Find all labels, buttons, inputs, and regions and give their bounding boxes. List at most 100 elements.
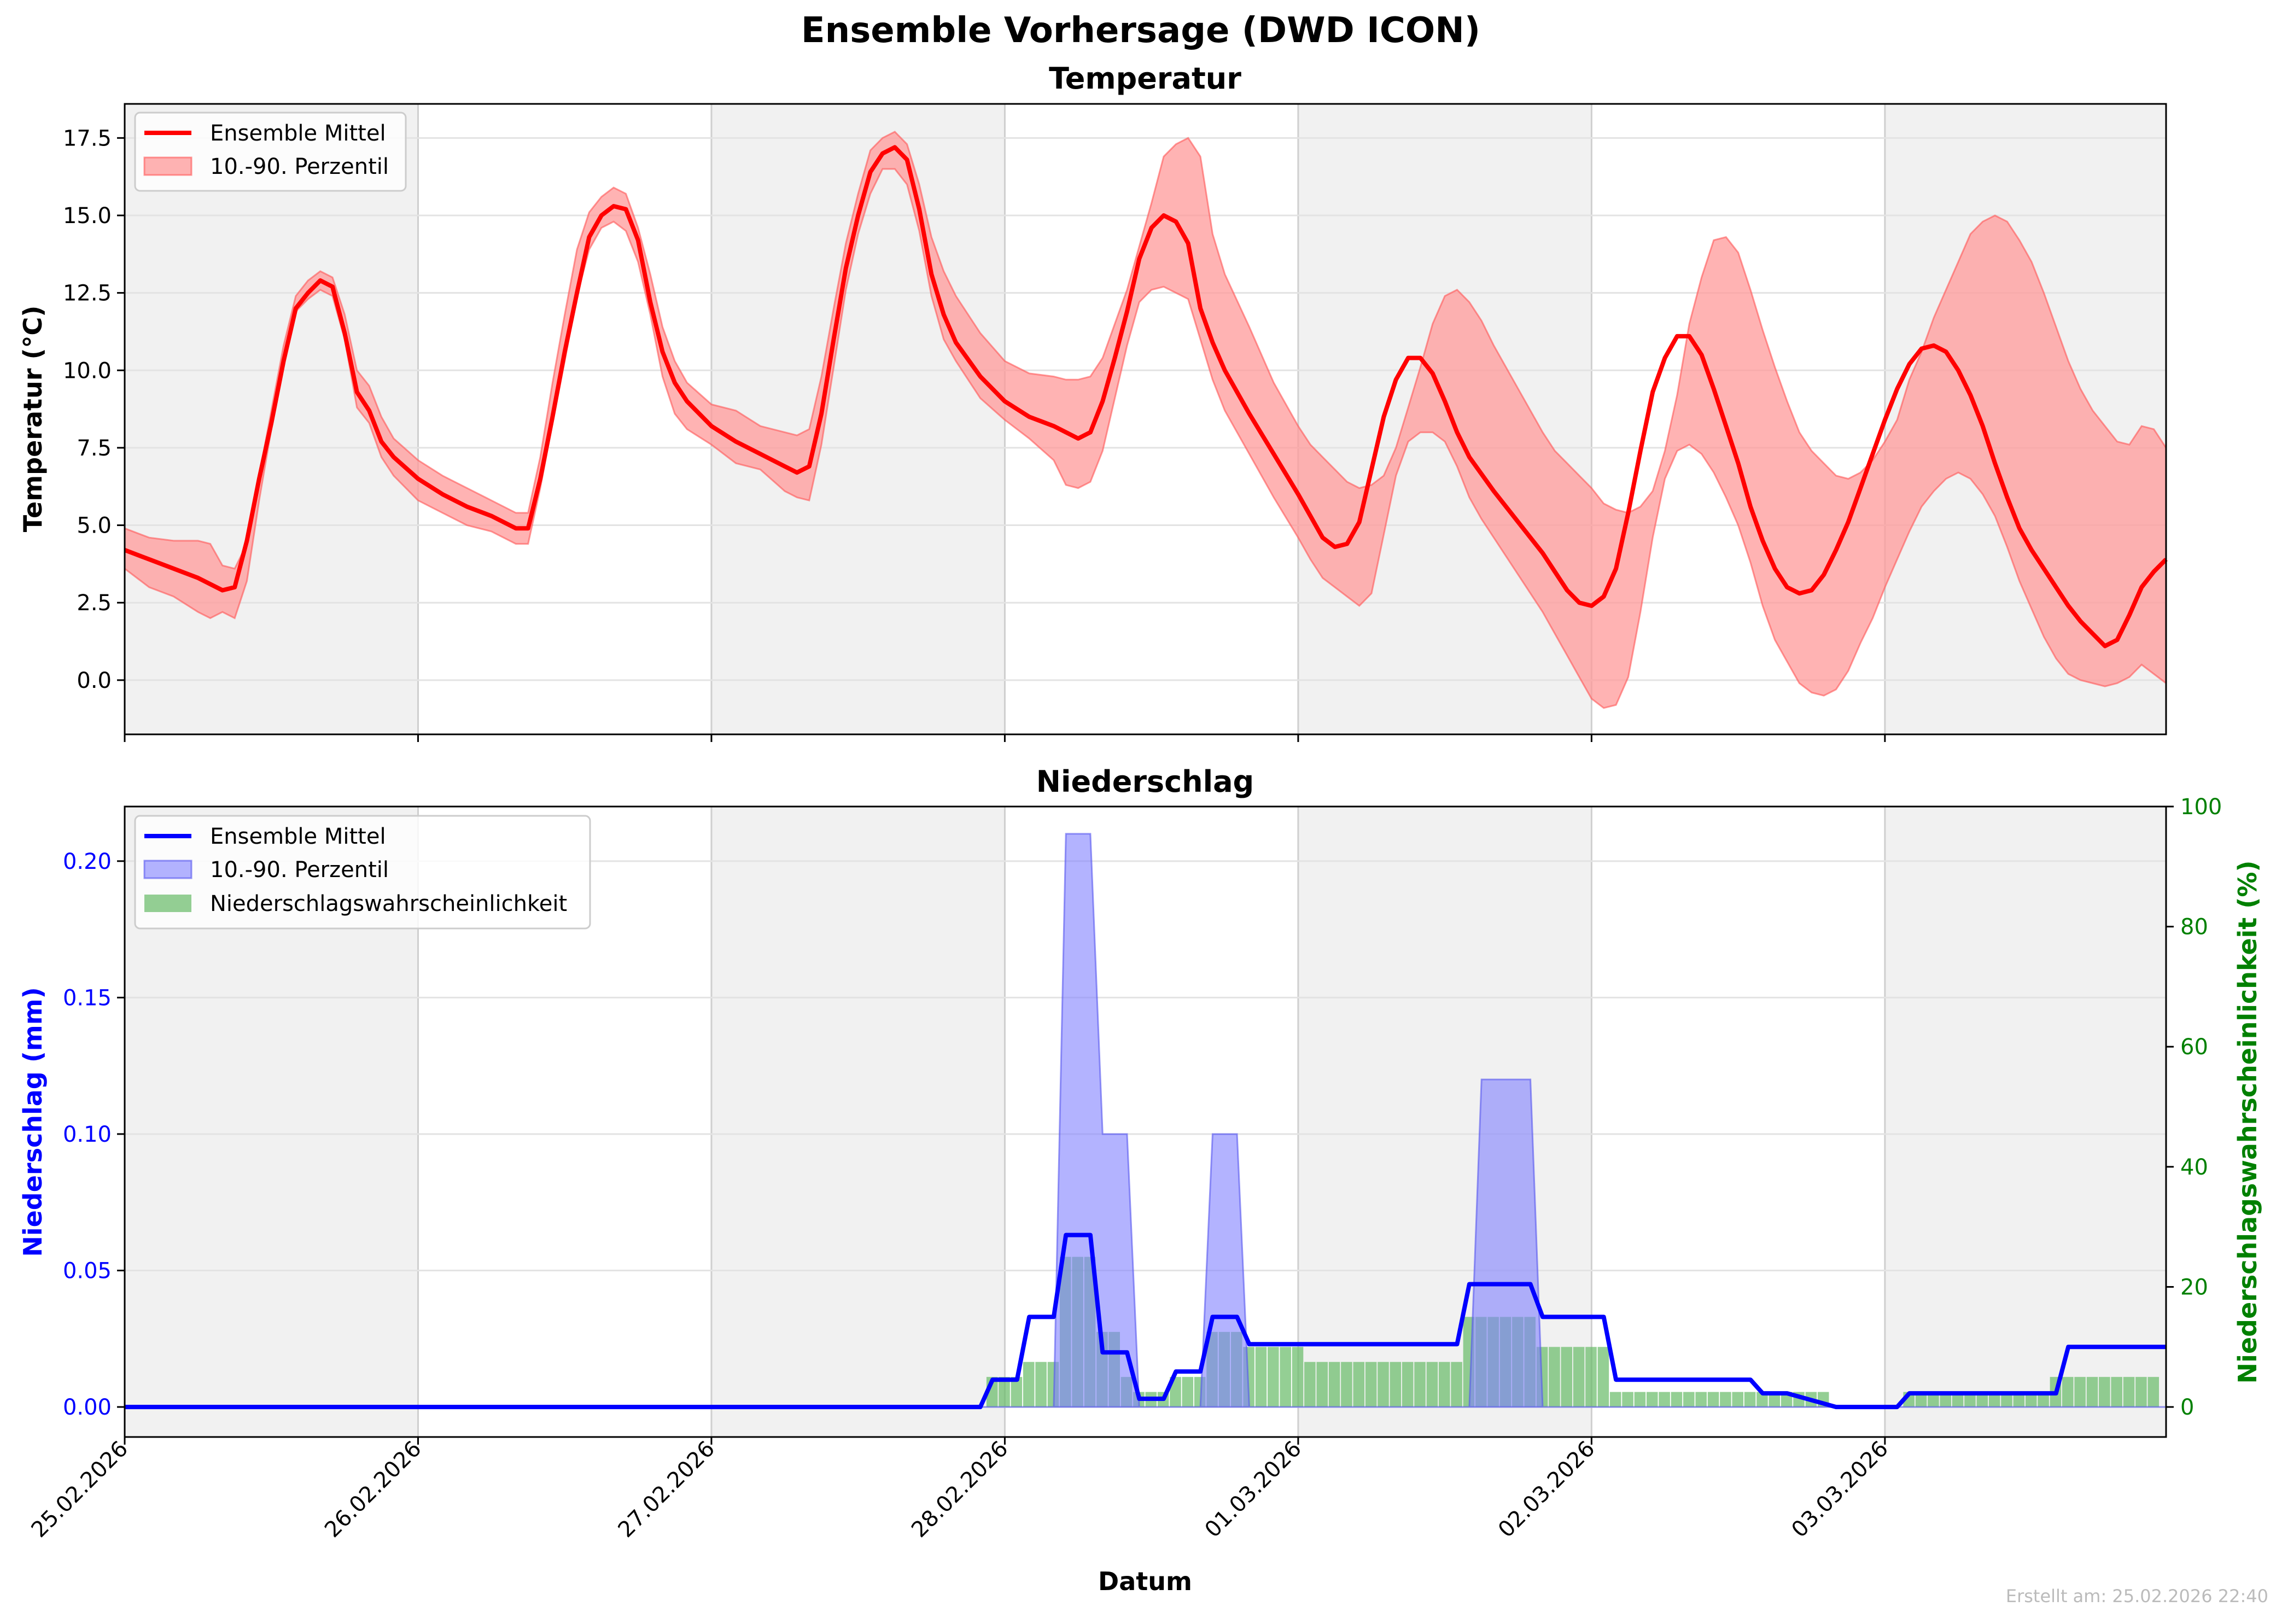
probability-bar [1988,1392,2000,1407]
probability-bar [1438,1362,1450,1407]
probability-bar [2147,1377,2160,1407]
probability-bar [1451,1362,1462,1407]
precipitation-y-ticks: 0.00 0.05 0.10 0.15 0.20 [63,849,125,1420]
probability-bar [1561,1347,1573,1407]
probability-bar [1769,1392,1781,1407]
probability-bar [1365,1362,1377,1407]
probability-bar [1182,1377,1194,1407]
temperature-legend: Ensemble Mittel 10.-90. Perzentil [134,112,407,192]
probability-bar [1671,1392,1683,1407]
precipitation-legend-probability-label: Niederschlagswahrscheinlichkeit [210,891,567,916]
probability-bar [1695,1392,1707,1407]
precipitation-legend: Ensemble Mittel 10.-90. Perzentil Nieder… [134,815,591,930]
temperature-legend-band-label: 10.-90. Perzentil [210,154,389,179]
probability-bar [2038,1392,2049,1407]
precipitation-day-shade [1884,807,2166,1437]
x-axis-label: Datum [1098,1567,1192,1596]
probability-bar [2123,1377,2135,1407]
probability-bar [1268,1347,1279,1407]
probability-bar [1609,1392,1621,1407]
precipitation-y-tick-label: 0.15 [63,985,112,1010]
probability-bar [1707,1392,1719,1407]
probability-bar [1928,1392,1939,1407]
probability-bar [2074,1377,2086,1407]
probability-bar [999,1377,1010,1407]
probability-bar [1622,1392,1633,1407]
footer-created-timestamp: Erstellt am: 25.02.2026 22:40 [2006,1586,2268,1607]
temperature-x-ticks [124,734,1886,742]
precipitation-panel-title: Niederschlag [1036,764,1254,799]
precipitation-y-tick-label: 0.05 [63,1259,112,1284]
temperature-plot-frame [124,103,2167,735]
probability-bar [1390,1362,1402,1407]
temperature-y-tick-label: 15.0 [63,203,112,229]
precipitation-legend-band-label: 10.-90. Perzentil [210,857,389,883]
probability-y2-tick-label: 60 [2180,1035,2208,1060]
probability-y2-tick-label: 100 [2180,795,2222,820]
probability-bar [1952,1392,1964,1407]
probability-bar [1744,1392,1756,1407]
probability-bar [1915,1392,1927,1407]
precipitation-y-axis-label: Niederschlag (mm) [18,987,48,1257]
probability-bar [1414,1362,1426,1407]
probability-bar [1328,1362,1340,1407]
probability-bar [1304,1362,1316,1407]
probability-y2-axis-label: Niederschlagswahrscheinlichkeit (%) [2233,861,2262,1384]
probability-bar [1940,1392,1952,1407]
temperature-panel-title: Temperatur [1049,61,1241,96]
precipitation-legend-box [134,815,591,930]
probability-bar [1585,1347,1597,1407]
probability-bar [1170,1377,1181,1407]
probability-bar [1756,1392,1768,1407]
precipitation-y-tick-label: 0.20 [63,849,112,874]
probability-bar [1023,1362,1035,1407]
probability-y2-ticks: 0 20 40 60 80 100 [2166,795,2222,1420]
probability-y2-tick-label: 80 [2180,915,2208,940]
temperature-y-tick-label: 5.0 [77,513,112,539]
probability-bar [2025,1392,2037,1407]
precipitation-plot-frame [124,805,2167,1438]
probability-bar [2062,1377,2074,1407]
temperature-y-ticks: 0.0 2.5 5.0 7.5 10.0 12.5 15.0 17.5 [63,126,125,693]
temperature-y-tick-label: 12.5 [63,281,112,306]
precipitation-percentile-band [125,833,2166,1408]
precipitation-legend-band-swatch [143,860,192,879]
probability-y2-tick-label: 40 [2180,1155,2208,1180]
temperature-y-tick-label: 7.5 [77,436,112,461]
figure-suptitle: Ensemble Vorhersage (DWD ICON) [801,10,1480,51]
temperature-y-tick-label: 10.0 [63,358,112,383]
probability-bar [1549,1347,1560,1407]
probability-bar [1720,1392,1731,1407]
probability-bar [1732,1392,1744,1407]
probability-bar [1011,1377,1023,1407]
probability-bar [1402,1362,1414,1407]
precipitation-legend-mean-label: Ensemble Mittel [210,824,386,849]
probability-bar [2135,1377,2147,1407]
probability-bar [2099,1377,2110,1407]
precipitation-legend-probability-swatch [144,895,191,912]
temperature-mean-line [124,145,2168,649]
probability-bar [1316,1362,1328,1407]
probability-bar [1659,1392,1670,1407]
probability-bar [1353,1362,1365,1407]
probability-bar [1573,1347,1585,1407]
precipitation-y-tick-label: 0.10 [63,1122,112,1147]
temperature-legend-band-swatch [143,156,192,176]
temperature-y-axis-label: Temperatur (°C) [18,306,48,533]
probability-bar [1341,1362,1352,1407]
probability-bar [1426,1362,1438,1407]
temperature-legend-mean-label: Ensemble Mittel [210,121,386,146]
probability-bar [1280,1347,1291,1407]
probability-bar [2086,1377,2098,1407]
probability-bar [2013,1392,2025,1407]
probability-y2-tick-label: 20 [2180,1275,2208,1300]
probability-bar [1597,1347,1609,1407]
probability-bar [2111,1377,2122,1407]
precipitation-day-shade [1298,807,1592,1437]
precipitation-day-shade [711,807,1005,1437]
precipitation-mean-line [125,1232,2166,1410]
precipitation-y-tick-label: 0.00 [63,1395,112,1420]
probability-y2-tick-label: 0 [2180,1395,2194,1420]
